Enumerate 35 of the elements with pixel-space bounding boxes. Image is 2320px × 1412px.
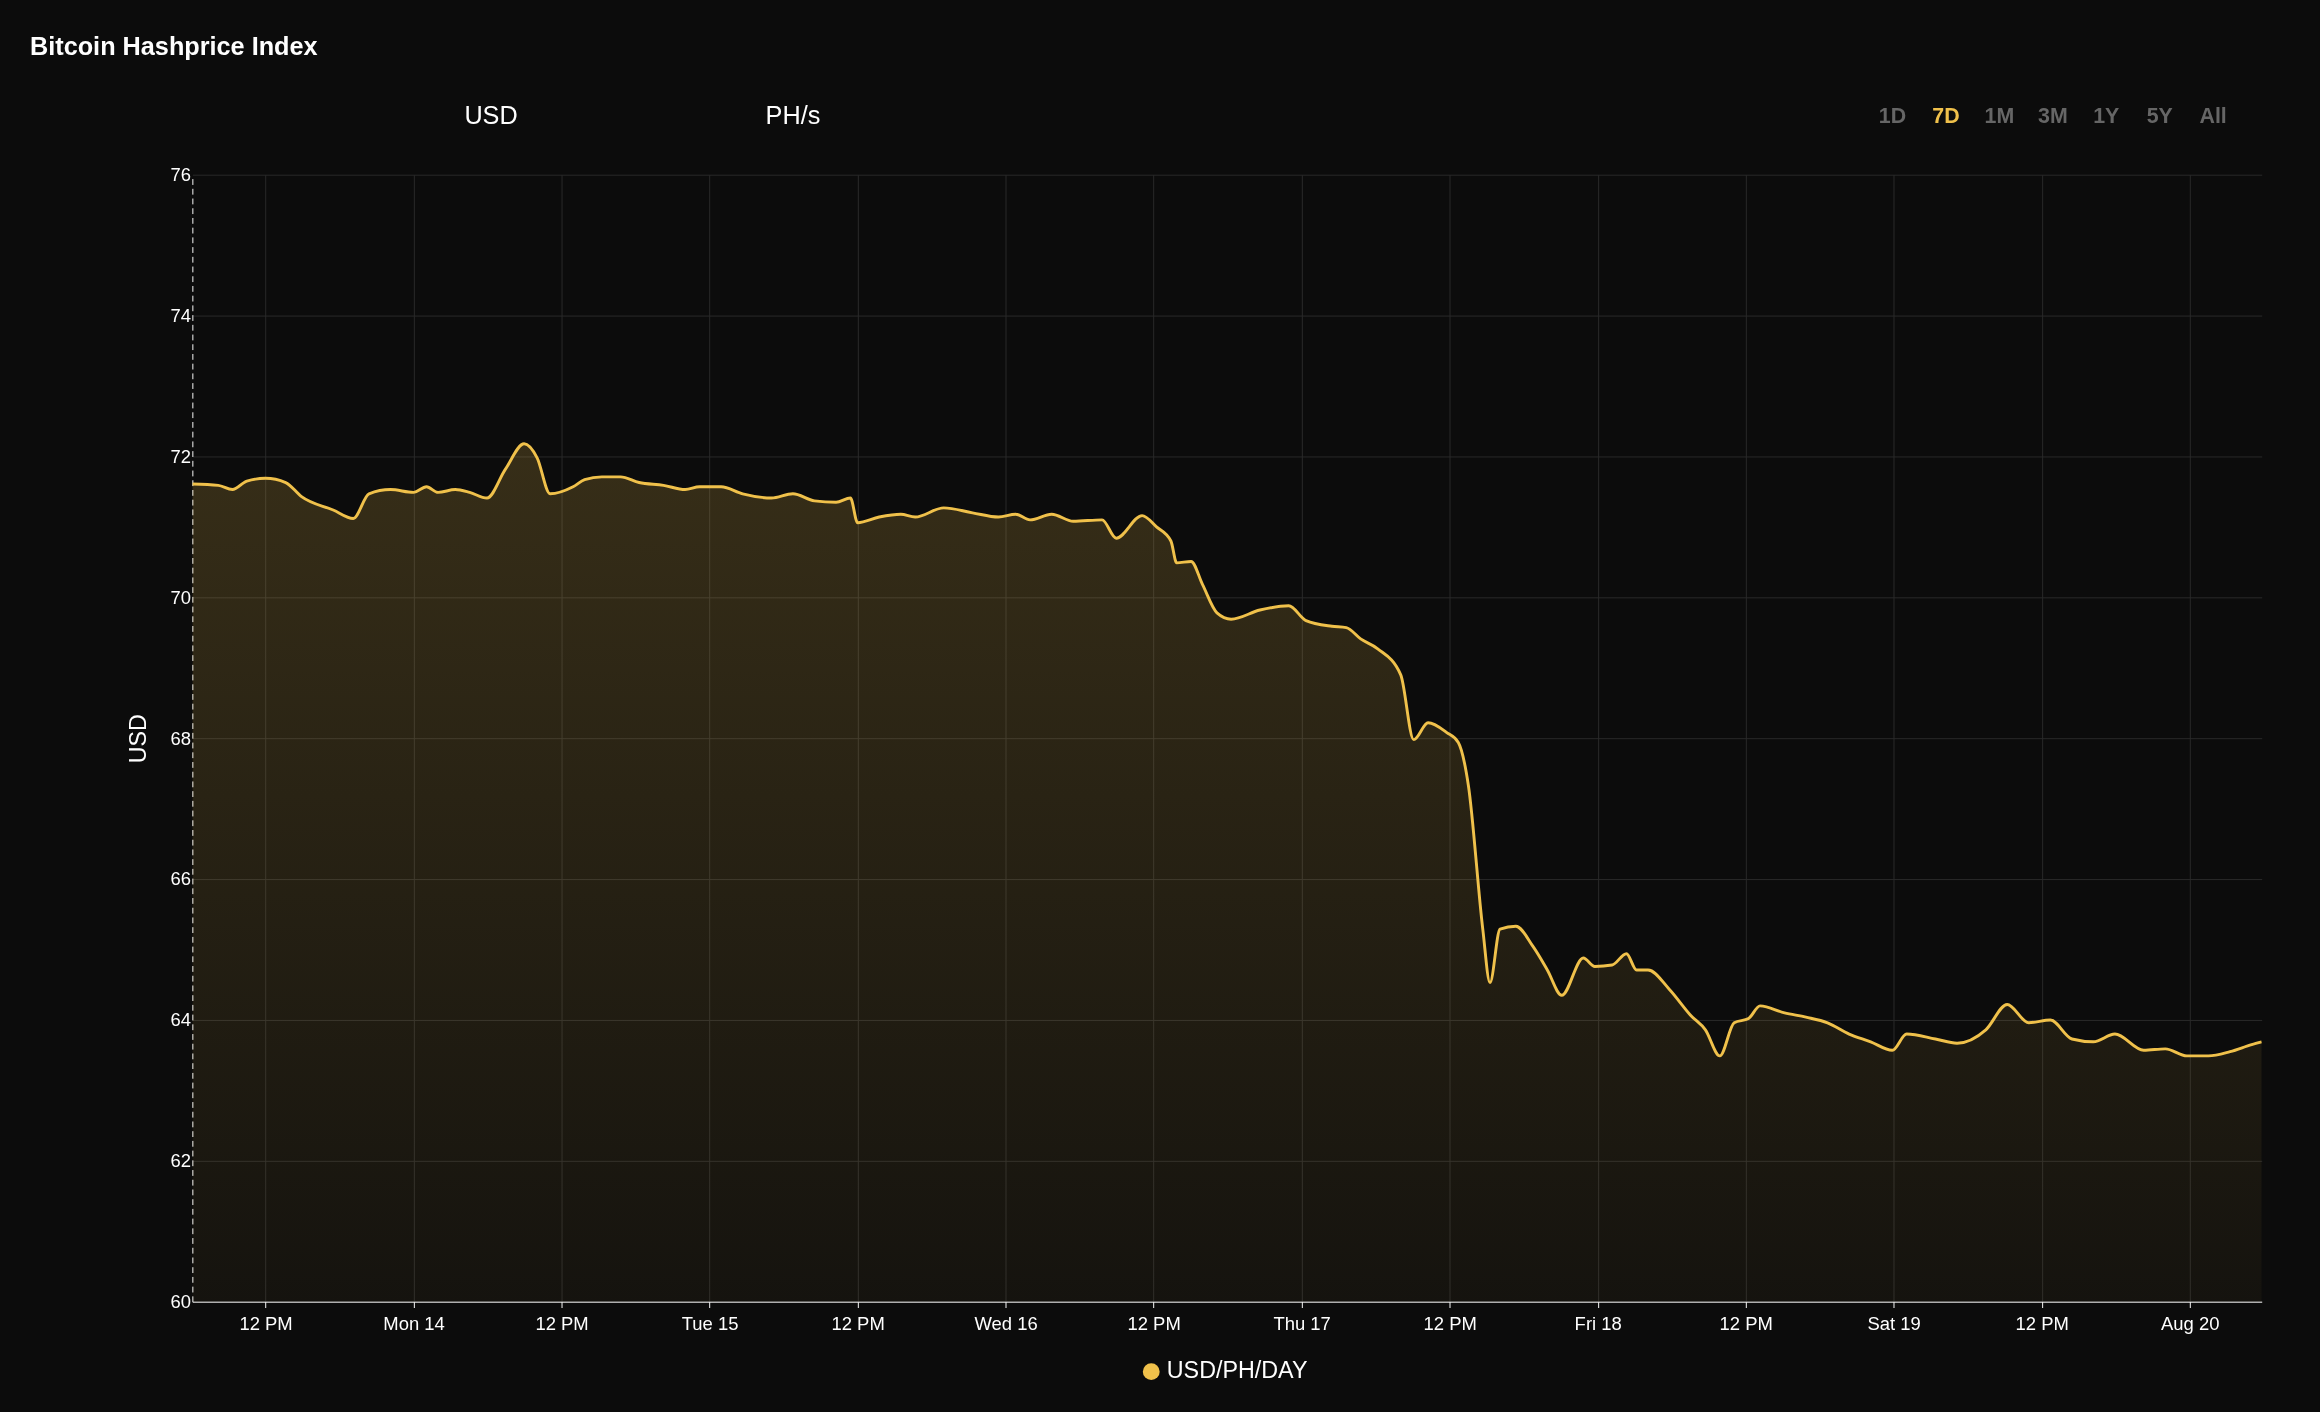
- x-tick-label: 12 PM: [831, 1313, 885, 1335]
- x-tick-label: 12 PM: [1423, 1313, 1477, 1335]
- y-tick-label: 62: [170, 1150, 191, 1172]
- x-tick-label: Tue 15: [681, 1313, 739, 1335]
- y-tick-label: 76: [170, 164, 191, 186]
- text: 1Y: [2093, 104, 2120, 129]
- y-tick-label: 72: [170, 445, 191, 467]
- text: 7D: [1932, 104, 1960, 129]
- text: 3M: [2037, 104, 2068, 129]
- legend-label: USD/PH/DAY: [1166, 1357, 1308, 1384]
- y-tick-label: 64: [170, 1009, 191, 1031]
- x-tick-label: 12 PM: [1719, 1313, 1773, 1335]
- x-tick-label: Sat 19: [1867, 1313, 1921, 1335]
- x-tick-label: Thu 17: [1273, 1313, 1331, 1335]
- x-tick-label: Mon 14: [383, 1313, 445, 1335]
- y-tick-label: 74: [170, 304, 191, 326]
- text: 1D: [1878, 104, 1907, 129]
- y-tick-label: 66: [170, 868, 191, 890]
- x-tick-label: 12 PM: [535, 1313, 589, 1335]
- y-tick-label: 68: [170, 727, 191, 749]
- x-tick-label: 12 PM: [239, 1313, 293, 1335]
- x-tick-label: 12 PM: [2015, 1313, 2069, 1335]
- y-tick-label: 60: [170, 1291, 191, 1313]
- text: 1M: [1984, 104, 2015, 129]
- y-axis-title: USD: [125, 714, 152, 764]
- y-tick-label: 70: [170, 586, 191, 608]
- text: PH/s: [765, 101, 821, 130]
- x-tick-label: Wed 16: [974, 1313, 1038, 1335]
- chart-title: Bitcoin Hashprice Index: [29, 32, 318, 61]
- x-tick-label: Aug 20: [2161, 1313, 2220, 1335]
- text: 5Y: [2146, 104, 2173, 129]
- x-tick-label: Fri 18: [1574, 1313, 1622, 1335]
- x-tick-label: 12 PM: [1127, 1313, 1181, 1335]
- text: All: [2199, 104, 2227, 129]
- text: USD: [464, 101, 518, 130]
